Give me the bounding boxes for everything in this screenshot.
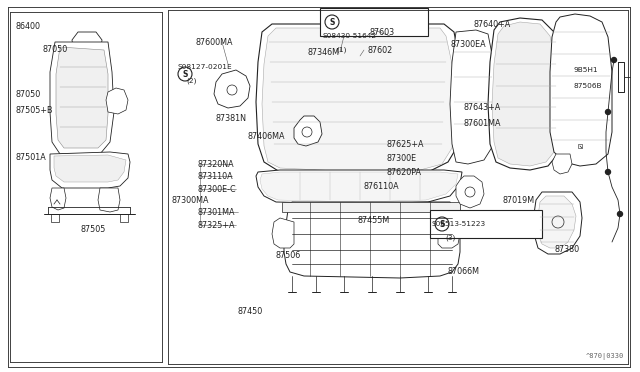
- Text: 9B5H1: 9B5H1: [574, 67, 598, 73]
- Text: S08127-0201E: S08127-0201E: [177, 64, 232, 70]
- Polygon shape: [294, 116, 322, 146]
- Polygon shape: [552, 154, 572, 174]
- Text: 87381N: 87381N: [215, 113, 246, 122]
- Text: 87506: 87506: [276, 251, 301, 260]
- Polygon shape: [54, 155, 126, 182]
- Text: 87505+B: 87505+B: [15, 106, 52, 115]
- Text: 87300E: 87300E: [387, 154, 417, 163]
- Polygon shape: [578, 144, 582, 148]
- Text: 876110A: 876110A: [364, 182, 399, 190]
- Polygon shape: [450, 30, 496, 164]
- Text: 87603: 87603: [370, 28, 395, 36]
- Polygon shape: [538, 196, 576, 248]
- Polygon shape: [282, 202, 460, 212]
- Text: 87300MA: 87300MA: [172, 196, 209, 205]
- Circle shape: [611, 58, 616, 62]
- Polygon shape: [260, 172, 458, 202]
- Text: 87019M: 87019M: [503, 196, 535, 205]
- Text: S08430-51642: S08430-51642: [323, 33, 377, 39]
- Text: 87346M: 87346M: [308, 48, 340, 57]
- Polygon shape: [256, 24, 462, 176]
- Text: 87601MA: 87601MA: [464, 119, 502, 128]
- Text: (1): (1): [336, 47, 346, 53]
- Text: S: S: [330, 17, 335, 26]
- Text: 87602: 87602: [368, 45, 393, 55]
- Text: 87505: 87505: [80, 224, 106, 234]
- Circle shape: [618, 212, 623, 217]
- Text: 87300E-C: 87300E-C: [198, 185, 237, 193]
- Text: (3): (3): [445, 235, 456, 241]
- Circle shape: [178, 67, 192, 81]
- Text: 87406MA: 87406MA: [248, 131, 285, 141]
- Text: 87320NA: 87320NA: [198, 160, 235, 169]
- Text: 873110A: 873110A: [198, 171, 234, 180]
- Bar: [430, 210, 542, 238]
- Polygon shape: [56, 47, 108, 148]
- Polygon shape: [72, 32, 102, 62]
- Circle shape: [605, 170, 611, 174]
- Text: 87066M: 87066M: [448, 267, 480, 276]
- Polygon shape: [51, 214, 59, 222]
- Text: 87600MA: 87600MA: [196, 38, 234, 46]
- Text: 87301MA: 87301MA: [198, 208, 236, 217]
- Polygon shape: [492, 22, 558, 166]
- Polygon shape: [534, 192, 582, 254]
- Text: 87325+A: 87325+A: [198, 221, 236, 230]
- Circle shape: [605, 109, 611, 115]
- Polygon shape: [284, 202, 460, 278]
- Text: ^870|0330: ^870|0330: [586, 353, 624, 360]
- Text: 86400: 86400: [15, 22, 40, 31]
- Polygon shape: [106, 88, 128, 114]
- Polygon shape: [50, 42, 114, 154]
- Polygon shape: [214, 70, 250, 108]
- Polygon shape: [272, 218, 294, 248]
- Polygon shape: [488, 18, 562, 170]
- Polygon shape: [50, 152, 130, 188]
- Polygon shape: [50, 188, 66, 210]
- Text: S: S: [439, 219, 445, 228]
- Text: 87300EA: 87300EA: [451, 39, 486, 48]
- Text: 87380: 87380: [555, 246, 580, 254]
- Text: 87640+A: 87640+A: [474, 19, 511, 29]
- Text: 87620PA: 87620PA: [387, 167, 422, 176]
- Text: 87455M: 87455M: [358, 215, 390, 224]
- Text: 87450: 87450: [238, 307, 263, 315]
- Text: (2): (2): [186, 78, 196, 84]
- Polygon shape: [256, 170, 462, 204]
- Polygon shape: [550, 14, 612, 166]
- Polygon shape: [262, 28, 454, 172]
- Polygon shape: [456, 176, 484, 208]
- Circle shape: [435, 217, 449, 231]
- Text: 87506B: 87506B: [574, 83, 602, 89]
- Text: S06513-51223: S06513-51223: [432, 221, 486, 227]
- Text: 87050: 87050: [15, 90, 40, 99]
- Text: 87501A: 87501A: [15, 153, 45, 161]
- Text: 87625+A: 87625+A: [387, 140, 424, 148]
- Polygon shape: [120, 214, 128, 222]
- Text: S: S: [182, 70, 188, 78]
- Polygon shape: [98, 188, 120, 212]
- Circle shape: [325, 15, 339, 29]
- Text: 87050: 87050: [42, 45, 67, 54]
- Bar: [320, 8, 428, 36]
- Text: 87643+A: 87643+A: [464, 103, 501, 112]
- Polygon shape: [438, 218, 460, 248]
